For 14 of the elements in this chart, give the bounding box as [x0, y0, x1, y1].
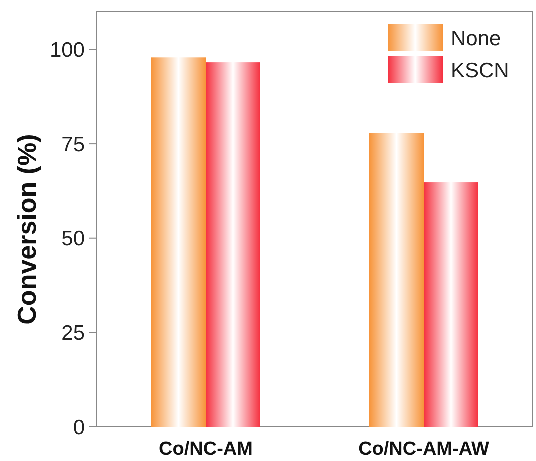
y-tick-label: 75: [62, 133, 85, 156]
x-tick-label: Co/NC-AM-AW: [358, 439, 490, 460]
bar: [152, 58, 206, 427]
y-tick-label: 0: [73, 416, 85, 440]
y-tick-label: 100: [50, 39, 85, 62]
bar: [206, 62, 260, 427]
y-tick-label: 50: [62, 228, 85, 251]
x-tick-label: Co/NC-AM: [159, 439, 253, 460]
bar: [424, 182, 478, 427]
y-axis-title: Conversion (%): [12, 134, 42, 325]
y-tick-label: 25: [62, 322, 85, 346]
legend-label: None: [451, 27, 502, 50]
bar: [370, 133, 424, 427]
legend-label: KSCN: [451, 59, 510, 82]
